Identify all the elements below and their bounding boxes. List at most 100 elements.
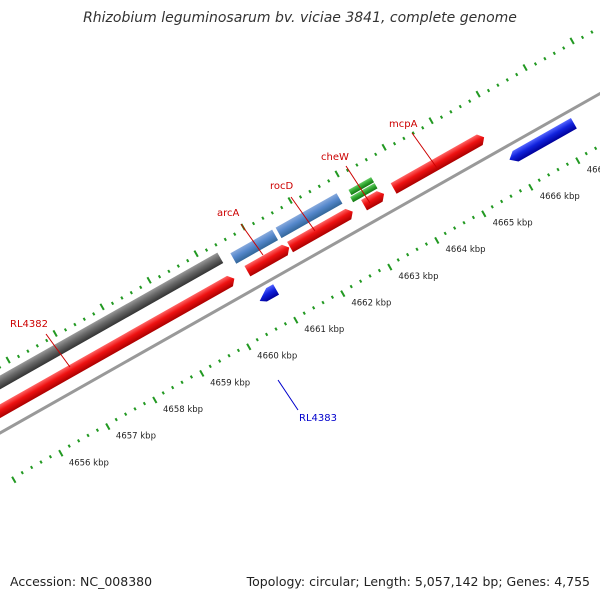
inner-major-tick (387, 263, 393, 271)
inner-major-tick (340, 290, 346, 298)
leader-rl4382 (45, 333, 71, 368)
leader-chew (345, 165, 371, 204)
outer-major-tick (52, 329, 58, 337)
leader-mcpa (411, 132, 438, 169)
gene-label-rl4382[interactable]: RL4382 (10, 319, 48, 330)
outer-minor-tick (505, 78, 509, 82)
inner-minor-tick (368, 274, 372, 278)
gene-reverse-cds[interactable] (507, 118, 577, 165)
inner-minor-tick (312, 306, 316, 310)
gene-rocd-rna[interactable] (275, 193, 343, 239)
inner-minor-tick (255, 337, 259, 342)
gene-label-mcpa[interactable]: mcpA (389, 119, 418, 130)
outer-minor-tick (73, 322, 77, 327)
gene-rocd-cds[interactable] (287, 206, 356, 253)
inner-major-tick (481, 210, 487, 218)
scale-label: 4663 kbp (398, 272, 438, 282)
outer-minor-tick (327, 179, 331, 183)
inner-minor-tick (565, 162, 570, 167)
gene-rl4382-cds[interactable] (0, 273, 237, 432)
outer-minor-tick (63, 328, 68, 332)
inner-minor-tick (594, 146, 598, 151)
gene-arca-rna[interactable] (230, 229, 279, 264)
inner-major-tick (11, 476, 17, 484)
inner-minor-tick (584, 151, 588, 156)
scale-label: 4658 kbp (163, 405, 203, 415)
map-title: Rhizobium leguminosarum bv. viciae 3841,… (83, 10, 517, 26)
inner-major-tick (105, 423, 111, 431)
outer-minor-tick (233, 232, 237, 236)
outer-major-tick (287, 196, 293, 205)
inner-minor-tick (443, 231, 447, 236)
gene-label-rl4383[interactable]: RL4383 (299, 413, 337, 424)
outer-minor-tick (261, 216, 265, 220)
gene-leaders (45, 132, 438, 411)
inner-minor-tick (77, 438, 81, 443)
gene-label-chew[interactable]: cheW (321, 152, 349, 163)
outer-minor-tick (167, 269, 171, 274)
inner-minor-tick (208, 364, 212, 369)
scale-label: 4664 kbp (446, 245, 486, 255)
inner-minor-tick (556, 167, 560, 172)
inner-minor-tick (537, 178, 541, 182)
inner-major-tick (575, 157, 581, 165)
inner-minor-tick (124, 412, 128, 416)
inner-major-tick (199, 369, 205, 377)
inner-minor-tick (218, 359, 222, 363)
outer-minor-tick (364, 157, 368, 162)
gene-mcpa-cds[interactable] (390, 132, 487, 194)
gene-label-rocd[interactable]: rocD (270, 181, 294, 192)
inner-minor-tick (490, 204, 494, 209)
outer-minor-tick (223, 237, 227, 242)
inner-minor-tick (415, 247, 419, 252)
outer-minor-tick (468, 99, 472, 103)
gene-chew[interactable] (348, 177, 375, 196)
outer-major-tick (99, 303, 105, 311)
outer-minor-tick (82, 317, 86, 322)
outer-minor-tick (552, 51, 556, 56)
outer-major-tick (381, 143, 387, 151)
gene-labels: RL4382 arcA rocD cheW mcpA RL4383 (10, 119, 418, 424)
inner-minor-tick (133, 407, 137, 411)
scale-label: 4657 kbp (116, 432, 156, 442)
inner-minor-tick (161, 391, 165, 395)
outer-minor-tick (458, 104, 462, 109)
inner-minor-tick (30, 465, 34, 470)
outer-minor-tick (543, 56, 547, 61)
inner-minor-tick (349, 284, 353, 289)
outer-minor-tick (298, 195, 303, 199)
outer-minor-tick (45, 338, 49, 343)
inner-minor-tick (180, 380, 184, 385)
gene-rl4383-cds[interactable] (256, 284, 280, 304)
outer-minor-tick (421, 125, 425, 130)
outer-minor-tick (176, 264, 180, 268)
outer-minor-tick (157, 274, 162, 279)
inner-major-tick (152, 396, 158, 404)
scale-label: 4659 kbp (210, 378, 250, 388)
outer-minor-tick (439, 115, 444, 119)
leader-rocd (290, 196, 316, 232)
outer-tick-ring (0, 30, 594, 369)
outer-major-tick (193, 250, 199, 258)
gene-rl4382-pseudo[interactable] (0, 252, 224, 410)
inner-minor-tick (330, 295, 335, 299)
inner-major-tick (434, 236, 440, 244)
inner-minor-tick (547, 173, 551, 177)
outer-minor-tick (392, 141, 397, 146)
inner-minor-tick (265, 332, 269, 337)
outer-minor-tick (139, 285, 143, 290)
outer-minor-tick (35, 344, 39, 348)
gene-chew-cds[interactable] (361, 189, 387, 211)
outer-minor-tick (308, 189, 312, 194)
inner-minor-tick (321, 300, 325, 305)
gene-label-arca[interactable]: arcA (217, 208, 240, 219)
outer-minor-tick (110, 301, 115, 306)
inner-minor-tick (142, 401, 147, 406)
inner-minor-tick (114, 417, 118, 422)
outer-minor-tick (186, 258, 190, 263)
outer-minor-tick (26, 349, 30, 353)
inner-minor-tick (509, 194, 513, 198)
inner-minor-tick (453, 226, 457, 230)
gene-arca-cds[interactable] (244, 242, 292, 277)
